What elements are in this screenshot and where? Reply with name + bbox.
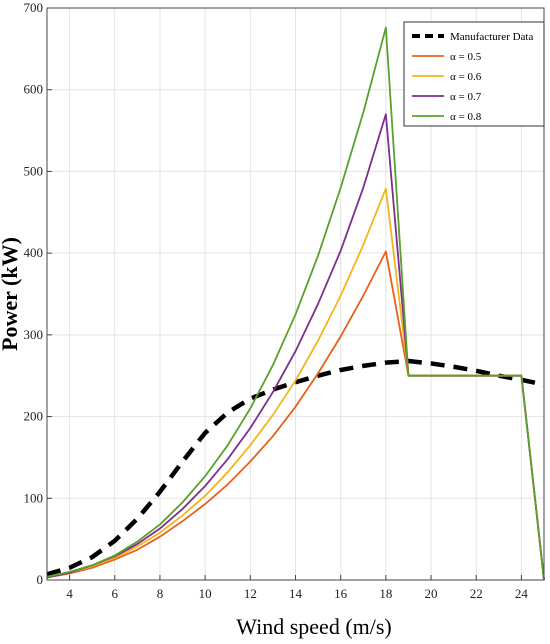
legend: Manufacturer Data α = 0.5 α = 0.6 α = 0.7 α … bbox=[403, 21, 545, 127]
legend-label-2: α = 0.6 bbox=[450, 71, 482, 83]
legend-label-0: Manufacturer Data bbox=[450, 31, 533, 43]
x-tick-label: 14 bbox=[289, 586, 303, 601]
x-tick-label: 24 bbox=[515, 586, 529, 601]
series-lines bbox=[46, 26, 545, 581]
x-tick-label: 12 bbox=[244, 586, 257, 601]
y-tick-label: 300 bbox=[24, 327, 44, 342]
y-tick-label: 600 bbox=[24, 82, 44, 97]
y-axis-label: Power (kW) bbox=[0, 237, 22, 351]
x-tick-label: 18 bbox=[379, 586, 392, 601]
y-tick-label: 400 bbox=[24, 245, 44, 260]
legend-label-1: α = 0.5 bbox=[450, 51, 482, 63]
x-tick-label: 6 bbox=[112, 586, 119, 601]
x-tick-label: 8 bbox=[157, 586, 164, 601]
x-tick-label: 16 bbox=[334, 586, 348, 601]
series-line-4 bbox=[46, 26, 545, 581]
legend-label-4: α = 0.8 bbox=[450, 111, 482, 123]
y-tick-label: 200 bbox=[24, 409, 44, 424]
x-tick-label: 10 bbox=[199, 586, 212, 601]
x-tick-labels: 4 6 8 10 12 14 16 18 20 22 24 bbox=[66, 586, 528, 601]
x-tick-label: 4 bbox=[66, 586, 73, 601]
y-tick-label: 0 bbox=[37, 572, 44, 587]
x-tick-label: 20 bbox=[425, 586, 438, 601]
x-axis-label: Wind speed (m/s) bbox=[236, 614, 392, 639]
plot-frame bbox=[46, 7, 545, 581]
legend-label-3: α = 0.7 bbox=[450, 91, 482, 103]
y-tick-label: 500 bbox=[24, 163, 44, 178]
y-tick-labels: 0 100 200 300 400 500 600 700 bbox=[24, 0, 44, 587]
y-tick-label: 100 bbox=[24, 490, 44, 505]
legend-box bbox=[403, 21, 545, 127]
x-tick-label: 22 bbox=[470, 586, 483, 601]
y-tick-label: 700 bbox=[24, 0, 44, 15]
